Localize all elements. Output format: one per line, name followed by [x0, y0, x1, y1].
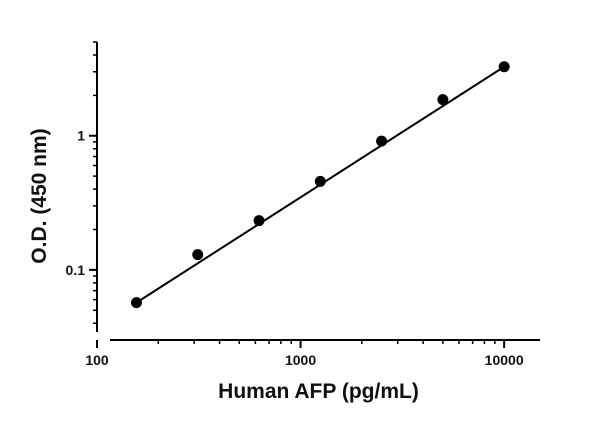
data-point	[130, 297, 142, 309]
x-axis-title: Human AFP (pg/mL)	[218, 380, 419, 403]
tick-labels: 100 1000 10000 0.1 1	[66, 128, 524, 368]
data-point	[376, 135, 388, 147]
data-points	[130, 61, 510, 309]
x-tick-label: 10000	[485, 352, 524, 368]
y-tick-label: 1	[77, 128, 85, 144]
x-tick-label: 100	[85, 352, 109, 368]
data-point	[437, 94, 449, 106]
data-point	[498, 61, 510, 73]
tick-marks	[89, 41, 506, 348]
axes	[96, 42, 540, 341]
x-tick-label: 1000	[285, 352, 316, 368]
data-point	[192, 249, 204, 261]
y-axis-title: O.D. (450 nm)	[28, 128, 51, 263]
y-tick-label: 0.1	[66, 262, 86, 278]
data-point	[314, 175, 326, 187]
data-point	[253, 215, 265, 227]
